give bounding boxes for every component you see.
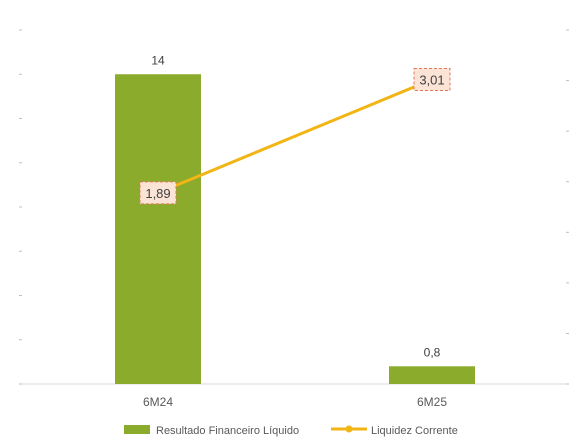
legend-label-bar: Resultado Financeiro Líquido	[156, 425, 299, 437]
left-axis-ticks	[19, 29, 22, 385]
liquidez-line	[157, 78, 433, 195]
line-series: 1,89 3,01	[139, 68, 451, 205]
line-label-box	[413, 68, 451, 92]
line-label-box	[139, 181, 177, 205]
bar-6M24	[115, 74, 201, 384]
line-value-label: 1,89	[145, 186, 170, 201]
bar-6M25	[389, 366, 475, 384]
right-axis-ticks	[566, 29, 569, 385]
legend: Resultado Financeiro Líquido Liquidez Cor…	[124, 425, 458, 437]
legend-label-line: Liquidez Corrente	[371, 425, 458, 437]
x-axis-tick-labels: 6M24 6M25	[143, 395, 447, 409]
legend-line-marker	[345, 425, 353, 433]
bar-series: 140,8	[115, 53, 475, 384]
bar-value-label: 14	[151, 53, 165, 67]
bar-value-label: 0,8	[424, 345, 441, 359]
legend-bar-swatch	[124, 425, 150, 434]
x-tick-label: 6M25	[417, 395, 447, 409]
line-value-label: 3,01	[419, 73, 444, 88]
x-tick-label: 6M24	[143, 395, 173, 409]
